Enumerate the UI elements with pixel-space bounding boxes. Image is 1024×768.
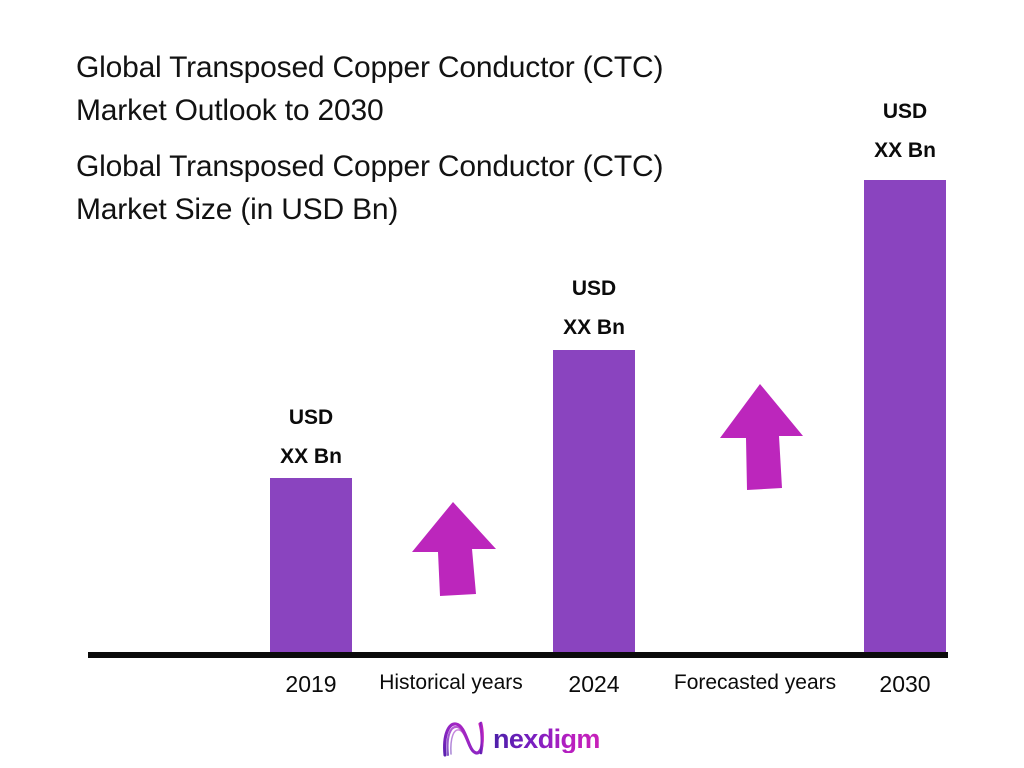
bar-2019[interactable] — [270, 478, 352, 655]
bar-value-label-2019-line-1: USD — [288, 406, 334, 429]
bar-2024[interactable] — [553, 350, 635, 655]
bar-value-label-2024-line-2: XX Bn — [563, 316, 625, 339]
chart-subtitle-line-1: Global Transposed Copper Conductor (CTC) — [76, 150, 664, 183]
axis-label-historical-years: Historical years — [379, 671, 523, 694]
page-title-line-2: Market Outlook to 2030 — [76, 94, 384, 127]
nexdigm-wordmark: nexdigm — [493, 723, 600, 754]
bar-value-label-2030-line-2: XX Bn — [874, 139, 936, 162]
bar-value-label-2024-line-1: USD — [571, 277, 617, 300]
page-title-line-1: Global Transposed Copper Conductor (CTC) — [76, 51, 664, 84]
axis-label-forecasted-years: Forecasted years — [673, 671, 837, 694]
growth-arrow-historical-icon — [406, 500, 498, 596]
nexdigm-logo: nexdigm — [440, 718, 600, 760]
bar-value-label-2024: USD XX Bn — [521, 269, 667, 347]
chart-subtitle: Global Transposed Copper Conductor (CTC)… — [76, 145, 866, 231]
bar-value-label-2030: USD XX Bn — [832, 92, 978, 170]
nexdigm-swoosh-n-icon — [440, 720, 486, 758]
bar-2030[interactable] — [864, 180, 946, 655]
bar-value-label-2019: USD XX Bn — [238, 398, 384, 476]
growth-arrow-forecast-icon — [716, 382, 808, 492]
x-axis-line — [88, 652, 948, 658]
axis-label-2019: 2019 — [285, 671, 337, 697]
axis-label-2030: 2030 — [879, 671, 931, 697]
bar-value-label-2019-line-2: XX Bn — [280, 445, 342, 468]
chart-subtitle-line-2: Market Size (in USD Bn) — [76, 193, 399, 226]
page-title: Global Transposed Copper Conductor (CTC)… — [76, 46, 866, 132]
axis-label-2024: 2024 — [568, 671, 620, 697]
bar-value-label-2030-line-1: USD — [882, 100, 928, 123]
